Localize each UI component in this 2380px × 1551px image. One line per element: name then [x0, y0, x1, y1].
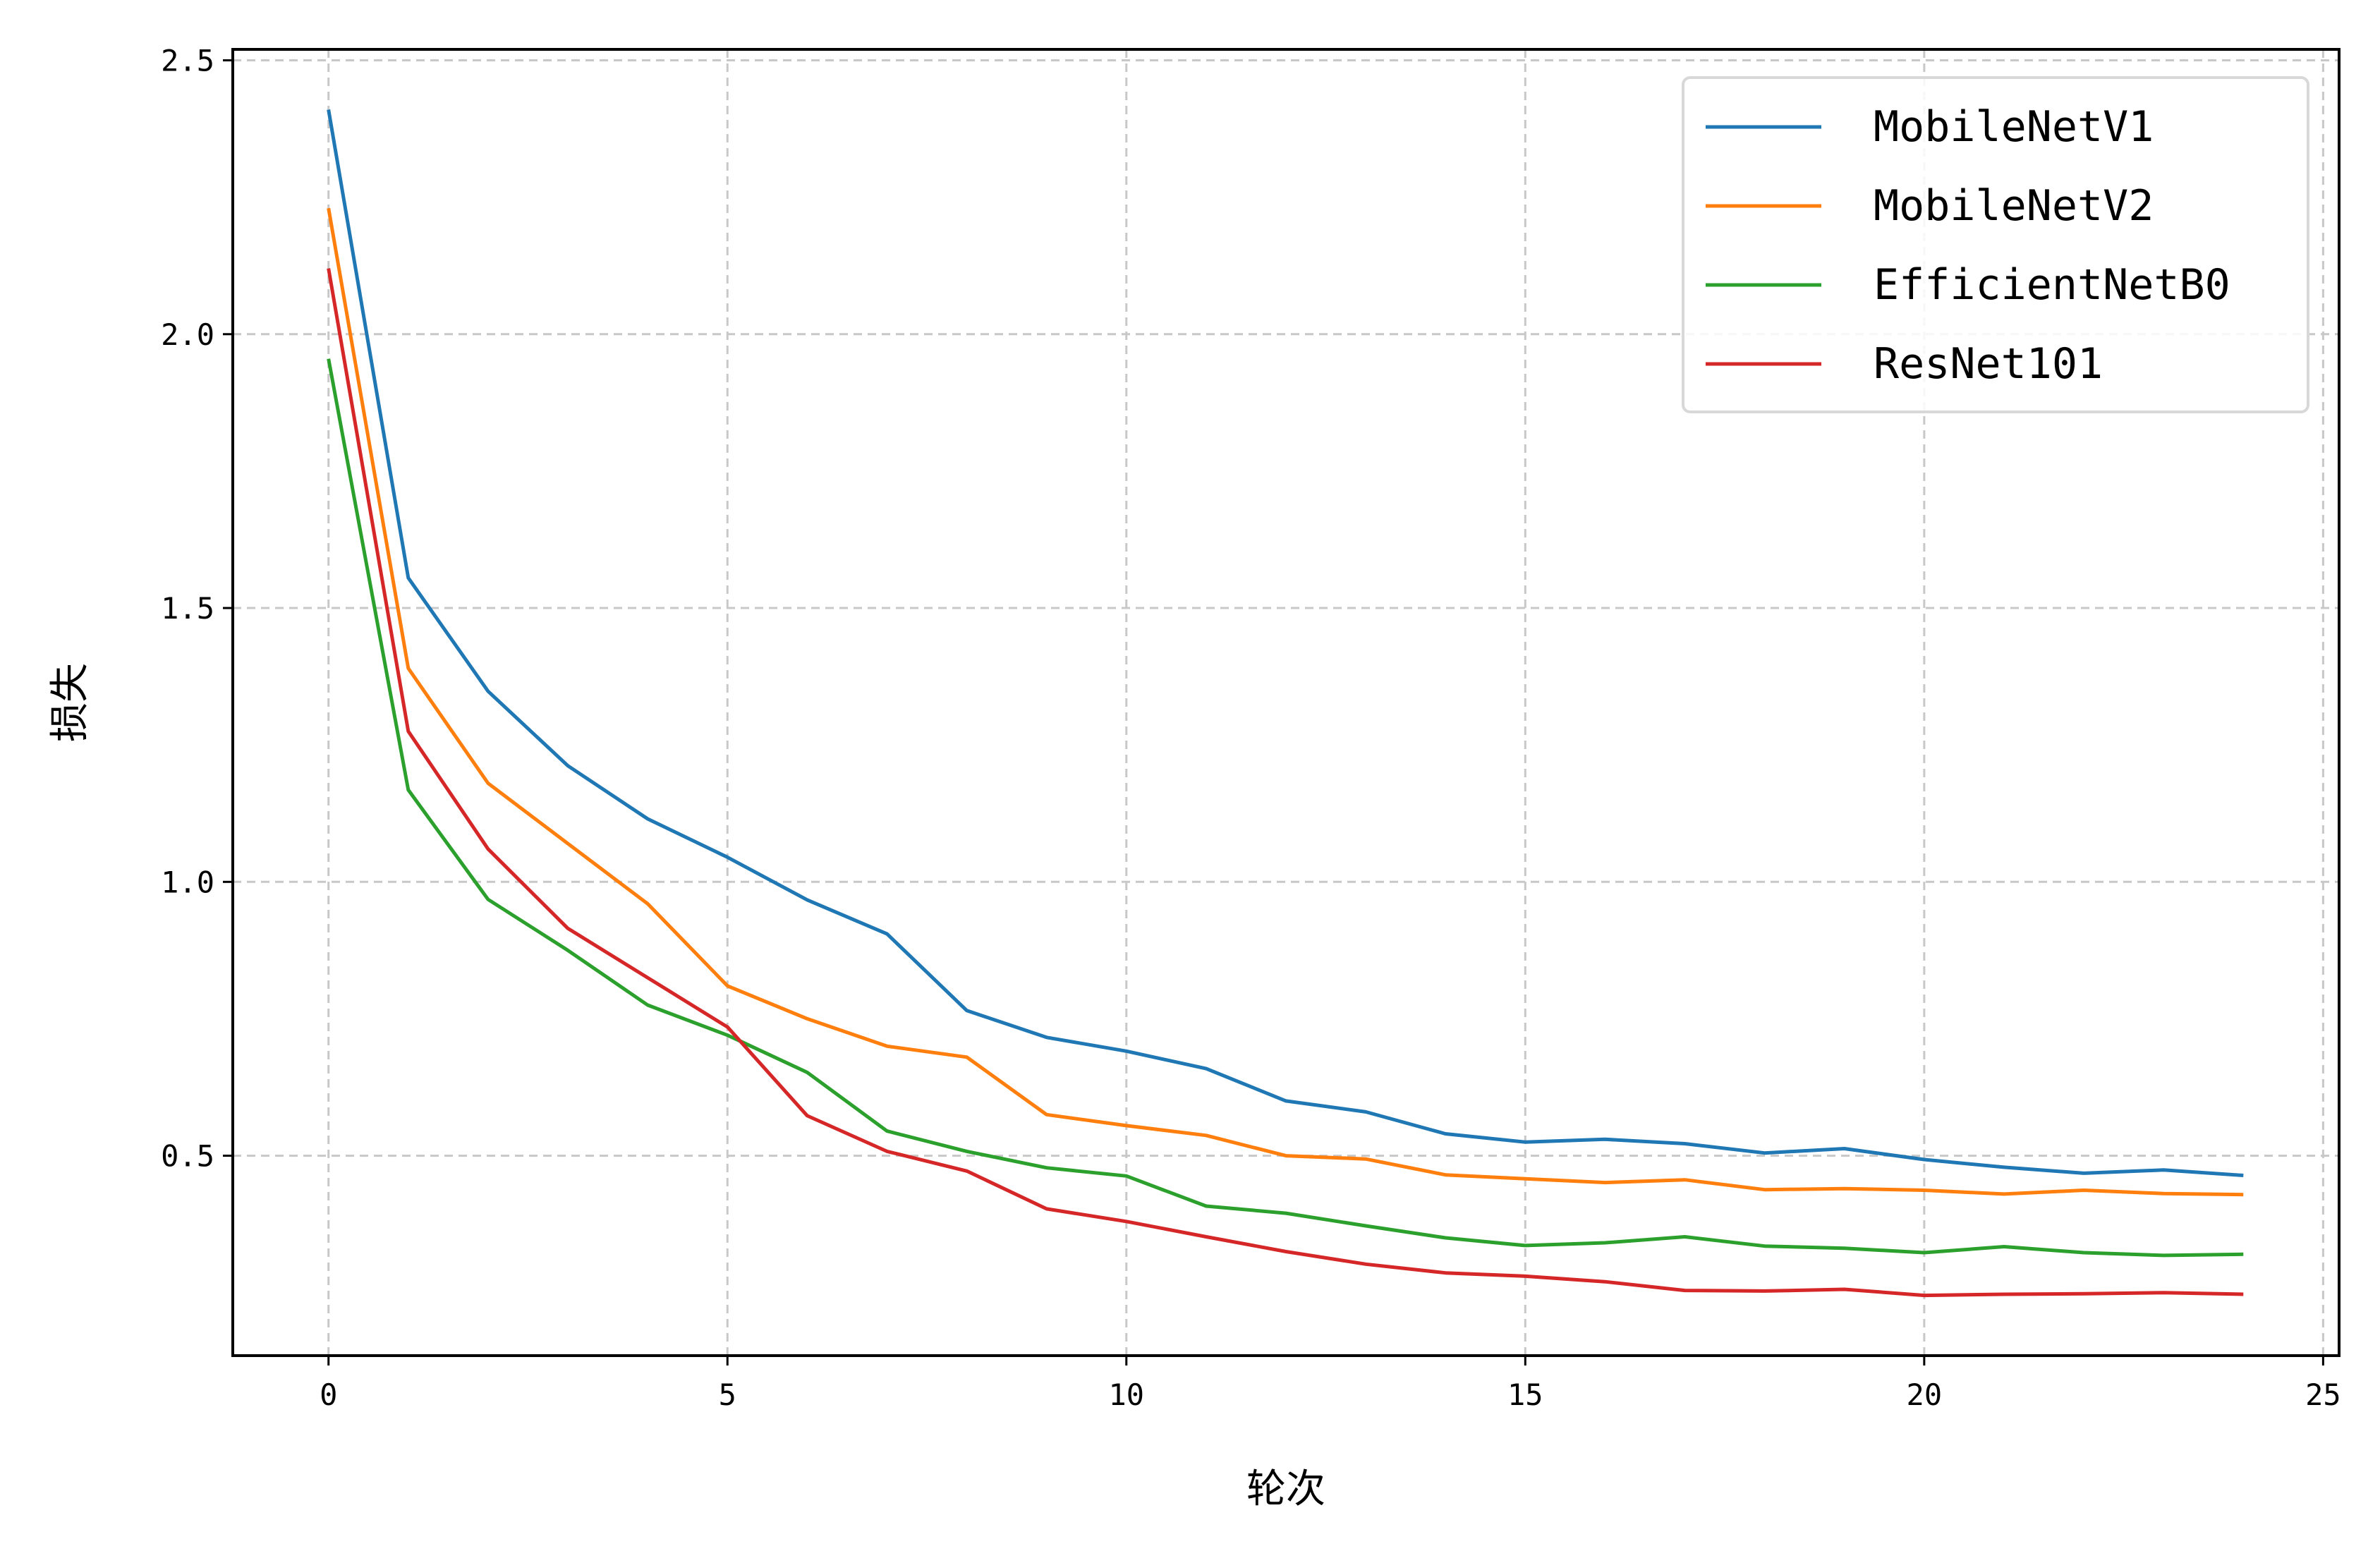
- y-tick-label: 2.0: [161, 317, 214, 352]
- legend-label: EfficientNetB0: [1874, 260, 2230, 310]
- legend-label: MobileNetV1: [1874, 102, 2154, 152]
- x-tick-label: 0: [320, 1377, 337, 1412]
- legend: MobileNetV1 MobileNetV2 EfficientNetB0 ResN…: [1682, 76, 2309, 413]
- x-tick-label: 10: [1108, 1377, 1144, 1412]
- series-line-efficientnetb0: [327, 358, 2244, 1258]
- series-lines: [327, 109, 2244, 1298]
- x-tick-label: 25: [2305, 1377, 2341, 1412]
- series-line-mobilenetv1: [327, 109, 2244, 1177]
- x-tick-label: 15: [1507, 1377, 1543, 1412]
- y-tick-label: 2.5: [161, 44, 214, 78]
- y-axis-label: 损失: [47, 663, 93, 742]
- legend-label: ResNet101: [1874, 339, 2103, 389]
- plot-frame: [231, 48, 2340, 1357]
- ticks: 0 5 10 15 20 25 0.5 1.0 1.5 2.0 2.5: [161, 44, 2341, 1412]
- y-tick-label: 1.0: [161, 865, 214, 899]
- y-tick-label: 1.5: [161, 591, 214, 626]
- legend-box: [1682, 76, 2309, 413]
- x-tick-label: 5: [719, 1377, 736, 1412]
- series-line-resnet101: [327, 268, 2244, 1298]
- y-tick-label: 0.5: [161, 1139, 214, 1174]
- x-axis-label: 轮次: [1246, 1466, 1325, 1512]
- series-line-mobilenetv2: [327, 207, 2244, 1197]
- legend-label: MobileNetV2: [1874, 181, 2154, 231]
- x-tick-label: 20: [1907, 1377, 1943, 1412]
